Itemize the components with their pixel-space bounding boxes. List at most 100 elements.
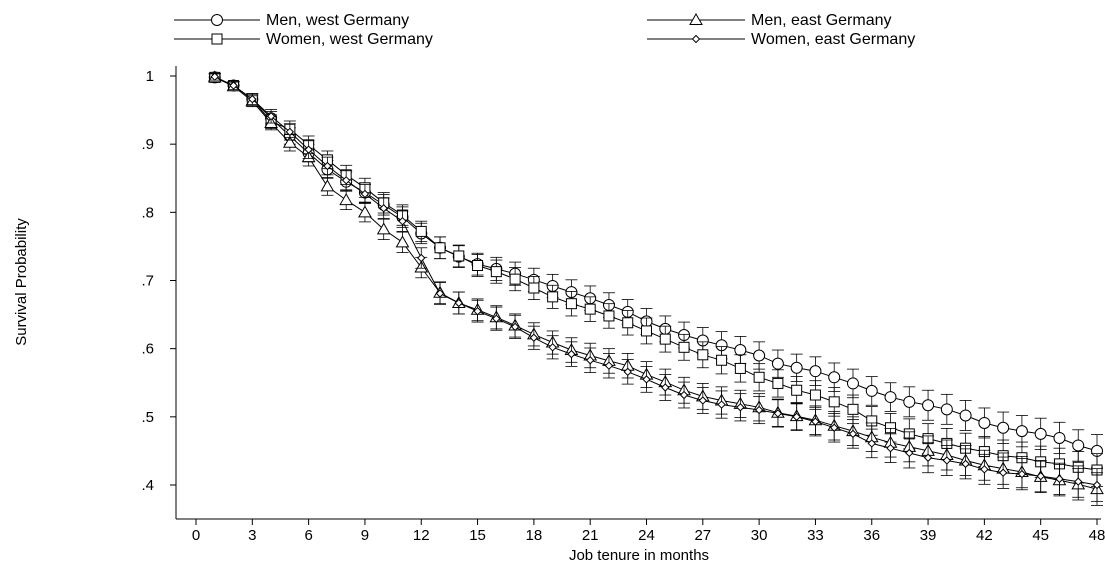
x-tick-label: 30 bbox=[751, 527, 768, 544]
data-point bbox=[472, 260, 484, 272]
x-tick-label: 15 bbox=[469, 527, 486, 544]
data-point bbox=[453, 250, 465, 262]
data-point bbox=[998, 468, 1008, 477]
plot-area bbox=[207, 70, 1104, 506]
y-tick-label: .7 bbox=[141, 273, 154, 290]
series-triangle bbox=[207, 70, 1104, 506]
x-tick-label: 18 bbox=[526, 527, 543, 544]
data-point bbox=[1034, 427, 1047, 440]
data-point bbox=[959, 409, 972, 422]
x-tick-label: 39 bbox=[920, 527, 937, 544]
legend-item: Women, west Germany bbox=[174, 31, 433, 48]
data-point bbox=[923, 453, 933, 462]
data-point bbox=[772, 377, 784, 389]
data-point bbox=[1072, 439, 1085, 452]
data-point bbox=[376, 222, 391, 235]
data-point bbox=[510, 322, 520, 332]
y-tick-label: .5 bbox=[141, 409, 154, 426]
data-point bbox=[434, 242, 446, 254]
data-point bbox=[809, 365, 822, 378]
data-point bbox=[229, 81, 238, 90]
data-point bbox=[792, 412, 801, 422]
legend-label: Men, east Germany bbox=[751, 12, 892, 29]
data-point bbox=[210, 72, 219, 81]
data-point bbox=[736, 403, 745, 412]
legend-marker bbox=[211, 14, 223, 26]
data-point bbox=[398, 216, 407, 226]
data-point bbox=[809, 389, 821, 401]
y-axis-label: Survival Probability bbox=[13, 218, 30, 346]
data-point bbox=[886, 443, 895, 453]
series-line bbox=[214, 76, 1098, 486]
legend-label: Men, west Germany bbox=[266, 12, 409, 29]
data-point bbox=[905, 448, 914, 458]
y-tick-label: .9 bbox=[141, 136, 154, 153]
data-point bbox=[848, 429, 858, 439]
data-point bbox=[679, 390, 689, 400]
data-point bbox=[1017, 469, 1027, 479]
data-point bbox=[1015, 425, 1028, 438]
data-point bbox=[509, 273, 521, 285]
x-tick-label: 42 bbox=[976, 527, 993, 544]
data-point bbox=[282, 135, 297, 148]
data-point bbox=[828, 371, 841, 384]
x-tick-label: 0 bbox=[192, 527, 200, 544]
data-point bbox=[1074, 477, 1083, 486]
data-point bbox=[980, 465, 989, 474]
x-tick-label: 9 bbox=[361, 527, 369, 544]
x-tick-label: 33 bbox=[807, 527, 824, 544]
data-point bbox=[659, 333, 671, 345]
data-point bbox=[1053, 431, 1066, 444]
data-point bbox=[942, 456, 952, 465]
data-point bbox=[584, 303, 596, 315]
data-point bbox=[565, 298, 577, 310]
x-tick-label: 36 bbox=[863, 527, 880, 544]
data-point bbox=[304, 145, 313, 154]
legend-item: Women, east Germany bbox=[647, 31, 915, 48]
data-point bbox=[884, 391, 897, 404]
data-point bbox=[529, 333, 539, 342]
data-point bbox=[697, 349, 709, 361]
data-point bbox=[585, 356, 595, 365]
data-point bbox=[1055, 474, 1064, 484]
data-point bbox=[940, 403, 953, 416]
x-tick-label: 45 bbox=[1032, 527, 1049, 544]
data-point bbox=[266, 112, 276, 121]
data-point bbox=[395, 235, 410, 248]
x-tick-label: 12 bbox=[413, 527, 430, 544]
data-point bbox=[791, 384, 803, 396]
legend-marker bbox=[689, 12, 703, 25]
data-point bbox=[548, 343, 557, 352]
data-point bbox=[492, 314, 501, 323]
data-point bbox=[454, 298, 463, 308]
data-point bbox=[547, 291, 559, 303]
data-point bbox=[417, 253, 426, 263]
legend-marker bbox=[211, 33, 223, 45]
data-point bbox=[623, 367, 632, 377]
data-point bbox=[828, 396, 840, 408]
data-point bbox=[642, 375, 651, 384]
x-tick-label: 21 bbox=[582, 527, 599, 544]
series-diamond bbox=[208, 72, 1103, 502]
data-point bbox=[339, 193, 354, 206]
data-point bbox=[567, 349, 576, 359]
data-point bbox=[435, 289, 445, 298]
data-point bbox=[865, 384, 878, 397]
data-point bbox=[698, 396, 708, 405]
x-tick-label: 27 bbox=[694, 527, 711, 544]
data-point bbox=[978, 416, 991, 429]
data-point bbox=[379, 204, 388, 213]
data-point bbox=[753, 371, 765, 383]
data-point bbox=[903, 395, 916, 408]
data-point bbox=[790, 361, 803, 374]
data-point bbox=[1092, 480, 1102, 490]
series-line bbox=[214, 76, 1098, 452]
data-point bbox=[528, 282, 540, 294]
x-tick-label: 48 bbox=[1089, 527, 1105, 544]
data-point bbox=[773, 409, 783, 418]
data-point bbox=[678, 341, 690, 353]
data-point bbox=[248, 94, 257, 104]
data-point bbox=[847, 403, 859, 415]
x-tick-label: 24 bbox=[638, 527, 655, 544]
